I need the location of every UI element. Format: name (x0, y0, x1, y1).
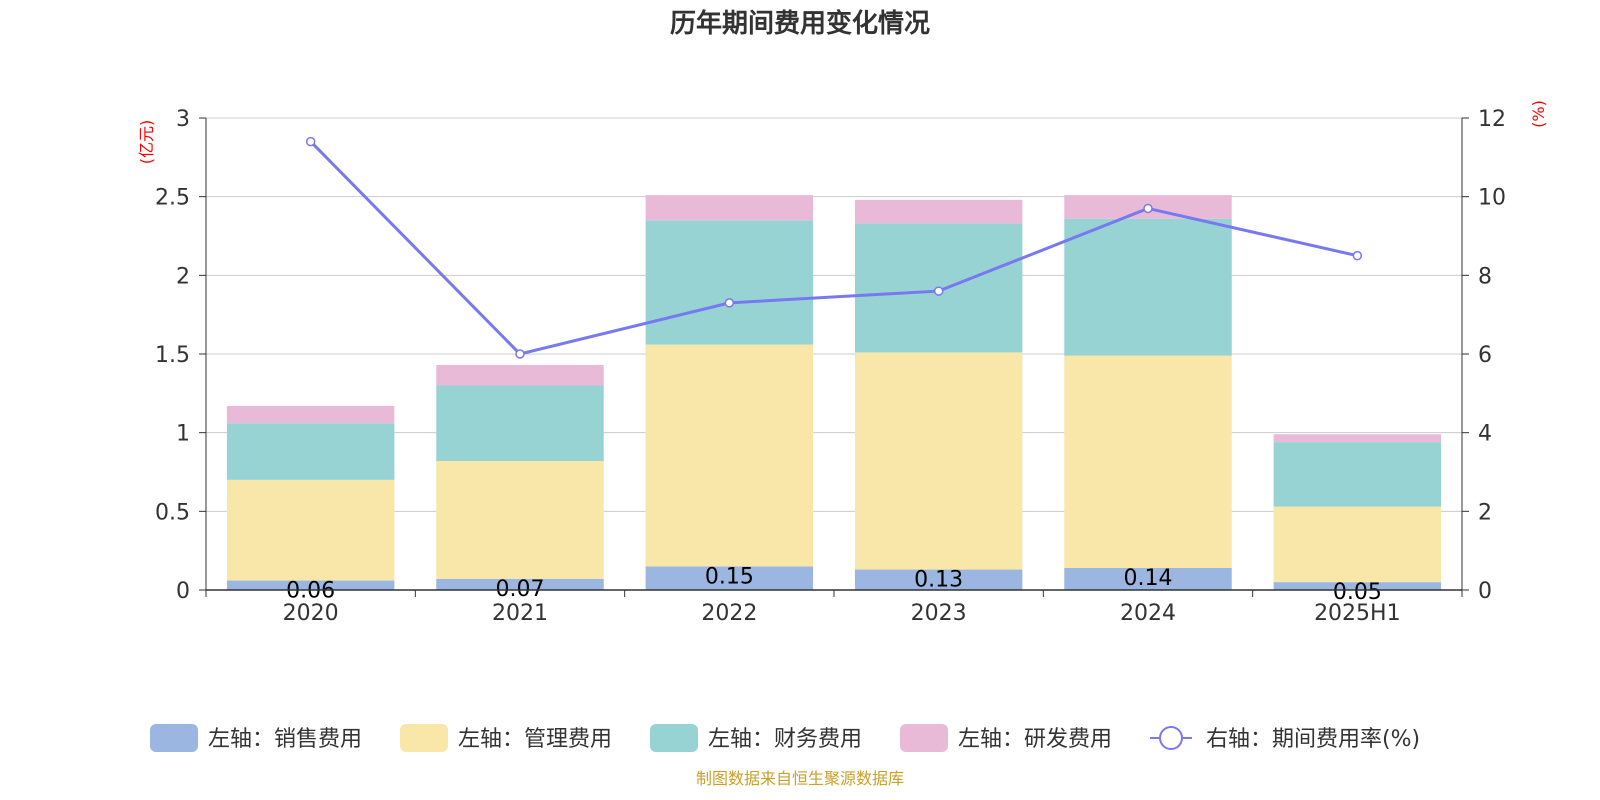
line-point (1143, 203, 1153, 214)
line-point (515, 349, 525, 359)
left-axis-tick-label: 1 (176, 422, 190, 447)
bar-rd (226, 405, 395, 424)
bar-finance (645, 220, 814, 345)
legend-label: 左轴：管理费用 (458, 727, 612, 752)
bar-sales (226, 580, 395, 590)
bar-data-label: 0.13 (914, 568, 963, 593)
legend-label: 左轴：财务费用 (708, 727, 862, 752)
bar-data-label: 0.14 (1124, 566, 1173, 591)
bar-data-label: 0.06 (286, 579, 335, 604)
legend-label: 右轴：期间费用率(%) (1206, 727, 1420, 752)
legend: 左轴：销售费用 左轴：管理费用 左轴：财务费用 左轴：研发费用 右轴：期间费用率(%) (150, 724, 1420, 752)
grid-layer (206, 117, 1462, 512)
line-point (305, 136, 316, 147)
x-axis-tick-label: 2024 (1120, 601, 1176, 626)
bar-rd (854, 199, 1023, 224)
right-axis-tick-label: 10 (1478, 186, 1506, 211)
left-axis-tick-label: 3 (176, 107, 190, 132)
x-axis-tick-label: 2025H1 (1314, 601, 1401, 626)
x-axis-tick-label: 2020 (283, 601, 339, 626)
bar-data-label: 0.15 (705, 564, 754, 589)
source-note: 制图数据来自恒生聚源数据库 (696, 769, 904, 788)
right-axis-tick-label: 0 (1478, 579, 1492, 604)
x-axis-tick-label: 2022 (701, 601, 757, 626)
bar-sales (1064, 567, 1232, 590)
bar-admin (1273, 506, 1442, 583)
line-layer (305, 136, 1363, 359)
bar-finance (1273, 442, 1442, 507)
right-axis-tick-label: 2 (1478, 500, 1492, 525)
left-axis-tick-label: 0.5 (155, 500, 190, 525)
bar-finance (226, 423, 395, 480)
left-axis-tick-label: 2.5 (155, 186, 190, 211)
left-axis-tick-label: 2 (176, 264, 190, 289)
bar-rd (645, 195, 814, 221)
left-axis-tick-label: 0 (176, 579, 190, 604)
bar-rd (436, 365, 604, 386)
bar-sales (1273, 582, 1442, 590)
bar-admin (436, 460, 604, 579)
line-point (933, 286, 944, 296)
legend-swatch-sales (150, 724, 198, 752)
bar-admin (645, 344, 814, 567)
legend-swatch-finance (650, 724, 698, 752)
bar-admin (854, 352, 1023, 570)
legend-swatch-admin (400, 724, 448, 752)
left-axis-unit-label: (亿元) (137, 120, 156, 165)
legend-label: 左轴：研发费用 (958, 727, 1112, 752)
legend-swatch-rd (900, 724, 948, 752)
right-axis-unit-label: (%) (1529, 100, 1548, 128)
bar-finance (1064, 218, 1232, 356)
bar-sales (436, 578, 604, 590)
right-axis-tick-label: 4 (1478, 422, 1492, 447)
x-axis-tick-label: 2023 (911, 601, 967, 626)
chart-title: 历年期间费用变化情况 (670, 8, 930, 39)
bar-sales (854, 569, 1023, 590)
legend-label: 左轴：销售费用 (208, 727, 362, 752)
line-point (1352, 250, 1363, 261)
bar-rd (1273, 434, 1442, 443)
right-axis-tick-label: 8 (1478, 264, 1492, 289)
axes-layer: 0 0.5 1 1.5 2 2.5 3 0 2 4 6 8 10 12 (亿元) (%) 2020 2021 202… (137, 100, 1548, 626)
bar-admin (226, 479, 395, 581)
line-point (724, 298, 735, 308)
x-axis-tick-label: 2021 (492, 601, 548, 626)
bar-finance (436, 385, 604, 461)
bar-sales (645, 566, 814, 590)
line-series-path (309, 140, 1358, 356)
bar-admin (1064, 355, 1232, 568)
bars-layer: 0.06 0.070.15 0.13 0.140.05 (226, 195, 1442, 605)
right-axis-tick-label: 6 (1478, 343, 1492, 368)
left-axis-tick-label: 1.5 (155, 343, 190, 368)
legend-marker-icon (1159, 726, 1183, 750)
right-axis-tick-label: 12 (1478, 107, 1506, 132)
bar-data-label: 0.05 (1333, 580, 1382, 605)
